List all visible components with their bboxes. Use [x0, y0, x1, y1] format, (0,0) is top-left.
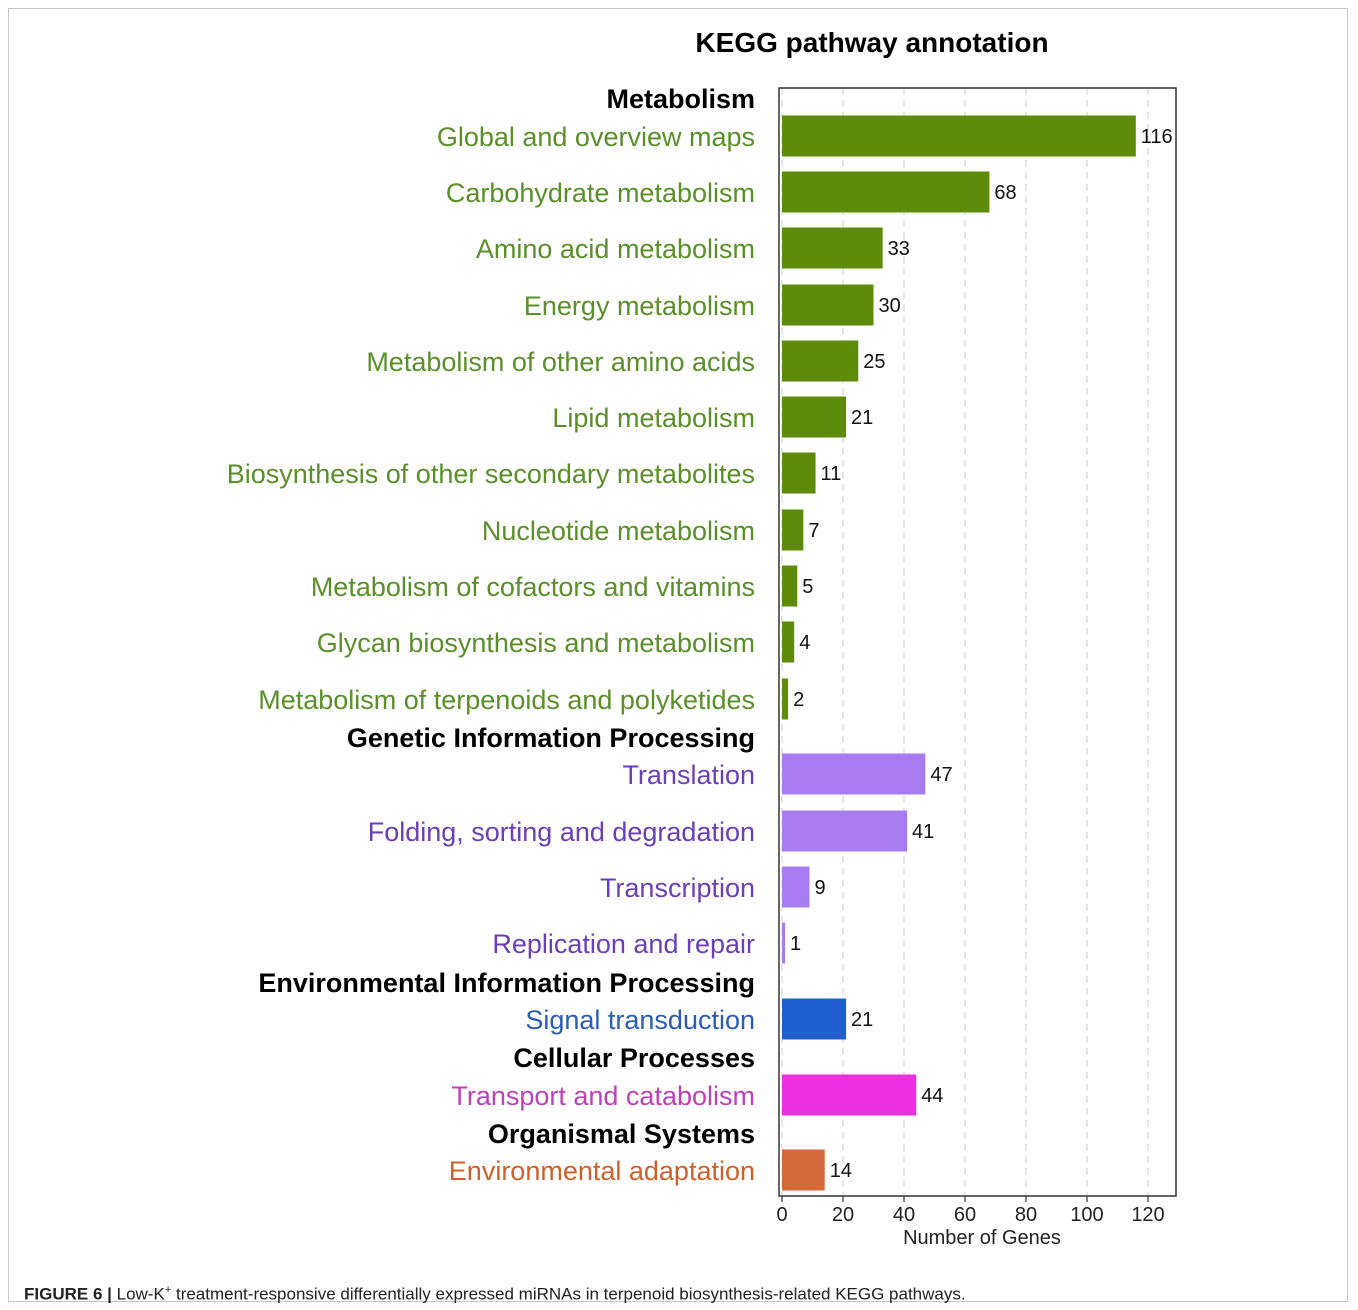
group-header: Cellular Processes	[513, 1043, 755, 1073]
bar	[782, 998, 847, 1040]
data-label: 41	[912, 821, 934, 843]
bars-layer: 116 68 33 30 25 21 11 7 5 4 2 47 41 9 1 21 44 14	[782, 115, 1173, 1191]
category-labels: Metabolism Global and overview maps Carboh…	[227, 84, 755, 1186]
category-label: Energy metabolism	[524, 291, 755, 321]
data-label: 44	[921, 1085, 943, 1107]
category-label: Lipid metabolism	[552, 403, 755, 433]
category-label: Transport and catabolism	[451, 1081, 755, 1111]
category-label: Metabolism of cofactors and vitamins	[311, 572, 755, 602]
bar	[782, 922, 786, 964]
category-label: Environmental adaptation	[449, 1156, 755, 1186]
bar	[782, 115, 1136, 157]
bar	[782, 810, 908, 852]
data-label: 1	[790, 933, 801, 955]
data-label: 5	[802, 576, 813, 598]
bar	[782, 678, 789, 720]
category-label: Signal transduction	[525, 1005, 755, 1035]
caption-text-after: treatment-responsive differentially expr…	[171, 1284, 966, 1304]
data-label: 11	[821, 463, 842, 485]
bar	[782, 565, 798, 607]
caption-label: FIGURE 6 |	[24, 1284, 112, 1304]
figure-caption: FIGURE 6 | Low-K+ treatment-responsive d…	[24, 1284, 966, 1305]
chart-title: KEGG pathway annotation	[695, 27, 1048, 58]
group-header: Organismal Systems	[488, 1119, 755, 1149]
bar	[782, 171, 990, 213]
x-tick-label-100: 100	[1070, 1204, 1103, 1226]
data-label: 21	[851, 407, 873, 429]
figure-frame	[8, 8, 1348, 1302]
data-label: 116	[1141, 126, 1173, 148]
data-label: 2	[793, 689, 804, 711]
bar	[782, 866, 810, 908]
category-label: Biosynthesis of other secondary metaboli…	[227, 459, 755, 489]
data-label: 25	[863, 351, 885, 373]
bar	[782, 621, 795, 663]
group-header: Genetic Information Processing	[347, 723, 755, 753]
category-label: Global and overview maps	[437, 122, 755, 152]
category-label: Translation	[622, 760, 755, 790]
category-label: Folding, sorting and degradation	[368, 817, 755, 847]
bar	[782, 509, 804, 551]
category-label: Amino acid metabolism	[476, 234, 755, 264]
data-label: 21	[851, 1009, 873, 1031]
bar	[782, 1149, 825, 1191]
x-axis-label: Number of Genes	[903, 1227, 1061, 1249]
caption-superscript: +	[164, 1284, 172, 1296]
category-label: Carbohydrate metabolism	[446, 178, 755, 208]
bar	[782, 227, 883, 269]
x-tick-label-60: 60	[954, 1204, 976, 1226]
group-header: Metabolism	[606, 84, 755, 114]
caption-text-before: Low-K	[111, 1284, 165, 1304]
bar	[782, 284, 874, 326]
x-axis: 0 20 40 60 80 100 120	[776, 1196, 1165, 1226]
bar	[782, 753, 926, 795]
plot-border	[778, 87, 1177, 1197]
data-label: 47	[930, 764, 952, 786]
category-label: Metabolism of terpenoids and polyketides	[258, 685, 755, 715]
bar	[782, 1074, 917, 1116]
category-label: Nucleotide metabolism	[482, 516, 755, 546]
x-tick-label-20: 20	[832, 1204, 854, 1226]
data-label: 33	[888, 238, 910, 260]
data-label: 30	[879, 295, 901, 317]
bar	[782, 340, 859, 382]
data-label: 68	[994, 182, 1016, 204]
data-label: 14	[830, 1160, 852, 1182]
bar	[782, 396, 847, 438]
data-label: 7	[808, 520, 819, 542]
group-header: Environmental Information Processing	[258, 968, 755, 998]
category-label: Glycan biosynthesis and metabolism	[317, 628, 755, 658]
bar	[782, 452, 816, 494]
data-label: 4	[799, 632, 810, 654]
category-label: Transcription	[600, 873, 755, 903]
x-tick-label-120: 120	[1131, 1204, 1164, 1226]
x-tick-label-0: 0	[776, 1204, 787, 1226]
category-label: Replication and repair	[492, 929, 755, 959]
category-label: Metabolism of other amino acids	[366, 347, 755, 377]
x-tick-label-40: 40	[893, 1204, 915, 1226]
x-tick-label-80: 80	[1015, 1204, 1037, 1226]
data-label: 9	[814, 877, 825, 899]
kegg-bar-chart: KEGG pathway annotation 1166833302521117…	[227, 27, 1177, 1249]
